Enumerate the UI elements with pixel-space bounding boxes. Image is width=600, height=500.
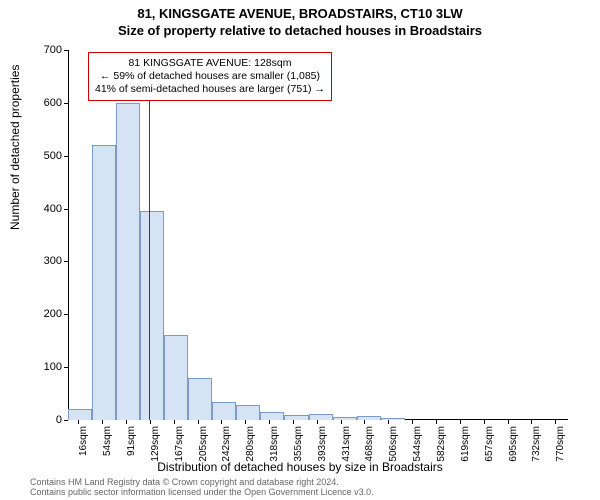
histogram-bar — [92, 145, 116, 420]
y-axis-label: Number of detached properties — [8, 65, 22, 230]
x-tick-mark — [364, 420, 365, 424]
histogram-bar — [188, 378, 212, 420]
x-tick-mark — [412, 420, 413, 424]
histogram-bar — [357, 416, 381, 420]
chart-title-sub: Size of property relative to detached ho… — [0, 21, 600, 38]
x-tick-mark — [460, 420, 461, 424]
histogram-bar — [309, 414, 333, 420]
chart-title-main: 81, KINGSGATE AVENUE, BROADSTAIRS, CT10 … — [0, 0, 600, 21]
histogram-bar — [381, 418, 405, 420]
y-tick-label: 300 — [22, 255, 62, 267]
annotation-line2: ← 59% of detached houses are smaller (1,… — [95, 70, 325, 83]
histogram-bar — [236, 405, 260, 420]
annotation-box: 81 KINGSGATE AVENUE: 128sqm ← 59% of det… — [88, 52, 332, 101]
histogram-bar — [140, 211, 164, 420]
x-tick-mark — [531, 420, 532, 424]
y-tick-mark — [64, 261, 68, 262]
y-tick-mark — [64, 50, 68, 51]
x-tick-mark — [245, 420, 246, 424]
chart-container: 81, KINGSGATE AVENUE, BROADSTAIRS, CT10 … — [0, 0, 600, 500]
y-tick-label: 0 — [22, 414, 62, 426]
y-tick-mark — [64, 156, 68, 157]
y-tick-label: 100 — [22, 361, 62, 373]
x-tick-mark — [221, 420, 222, 424]
x-tick-mark — [174, 420, 175, 424]
y-tick-mark — [64, 314, 68, 315]
y-tick-label: 700 — [22, 44, 62, 56]
x-tick-mark — [341, 420, 342, 424]
x-tick-mark — [484, 420, 485, 424]
y-tick-label: 600 — [22, 97, 62, 109]
histogram-bar — [68, 409, 92, 420]
histogram-bar — [116, 103, 140, 420]
histogram-bar — [284, 415, 308, 420]
x-tick-mark — [293, 420, 294, 424]
y-tick-mark — [64, 367, 68, 368]
x-tick-mark — [388, 420, 389, 424]
histogram-bar — [260, 412, 284, 420]
y-tick-mark — [64, 209, 68, 210]
x-tick-mark — [78, 420, 79, 424]
y-tick-label: 500 — [22, 150, 62, 162]
x-axis-label: Distribution of detached houses by size … — [0, 460, 600, 474]
bars-group — [68, 50, 568, 420]
annotation-marker-line — [149, 98, 150, 420]
y-tick-label: 400 — [22, 203, 62, 215]
x-tick-mark — [269, 420, 270, 424]
x-tick-mark — [317, 420, 318, 424]
x-tick-mark — [555, 420, 556, 424]
footer-attribution: Contains HM Land Registry data © Crown c… — [30, 478, 374, 498]
annotation-line1: 81 KINGSGATE AVENUE: 128sqm — [95, 57, 325, 70]
x-tick-mark — [126, 420, 127, 424]
x-tick-mark — [436, 420, 437, 424]
y-tick-mark — [64, 103, 68, 104]
footer-line2: Contains public sector information licen… — [30, 488, 374, 498]
y-tick-label: 200 — [22, 308, 62, 320]
plot-area: 0100200300400500600700 16sqm54sqm91sqm12… — [68, 50, 568, 420]
y-tick-mark — [64, 420, 68, 421]
histogram-bar — [212, 402, 236, 421]
x-tick-mark — [198, 420, 199, 424]
x-tick-mark — [150, 420, 151, 424]
x-tick-mark — [508, 420, 509, 424]
histogram-bar — [333, 417, 357, 420]
histogram-bar — [164, 335, 188, 420]
x-tick-mark — [102, 420, 103, 424]
annotation-line3: 41% of semi-detached houses are larger (… — [95, 83, 325, 96]
